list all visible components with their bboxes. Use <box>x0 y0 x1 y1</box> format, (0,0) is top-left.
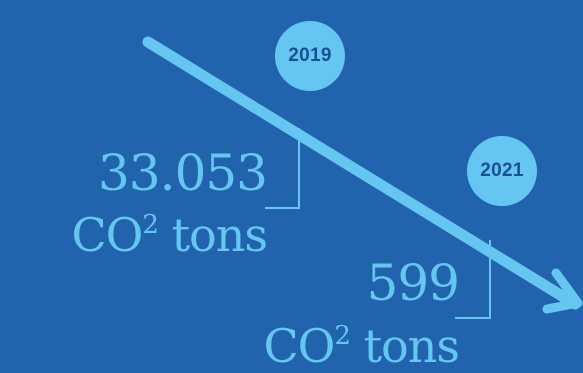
trend-arrow-line <box>142 36 581 310</box>
stat-value-2019: 33.053 <box>98 144 268 202</box>
trend-arrow-head <box>542 268 583 314</box>
unit-subscript: 2 <box>334 321 351 351</box>
unit-tons: tons <box>157 208 268 262</box>
unit-co: CO <box>263 319 335 373</box>
year-badge-2019: 2019 <box>275 21 345 91</box>
year-badge-2021: 2021 <box>467 136 537 206</box>
leader-2019 <box>265 128 300 209</box>
stat-value-2021: 599 <box>366 254 460 312</box>
unit-co: CO <box>71 208 143 262</box>
stat-unit-2021: CO2 tons <box>263 321 460 369</box>
stat-unit-2019: CO2 tons <box>71 210 268 258</box>
unit-subscript: 2 <box>142 210 159 240</box>
unit-tons: tons <box>349 319 460 373</box>
leader-2021 <box>455 240 491 319</box>
